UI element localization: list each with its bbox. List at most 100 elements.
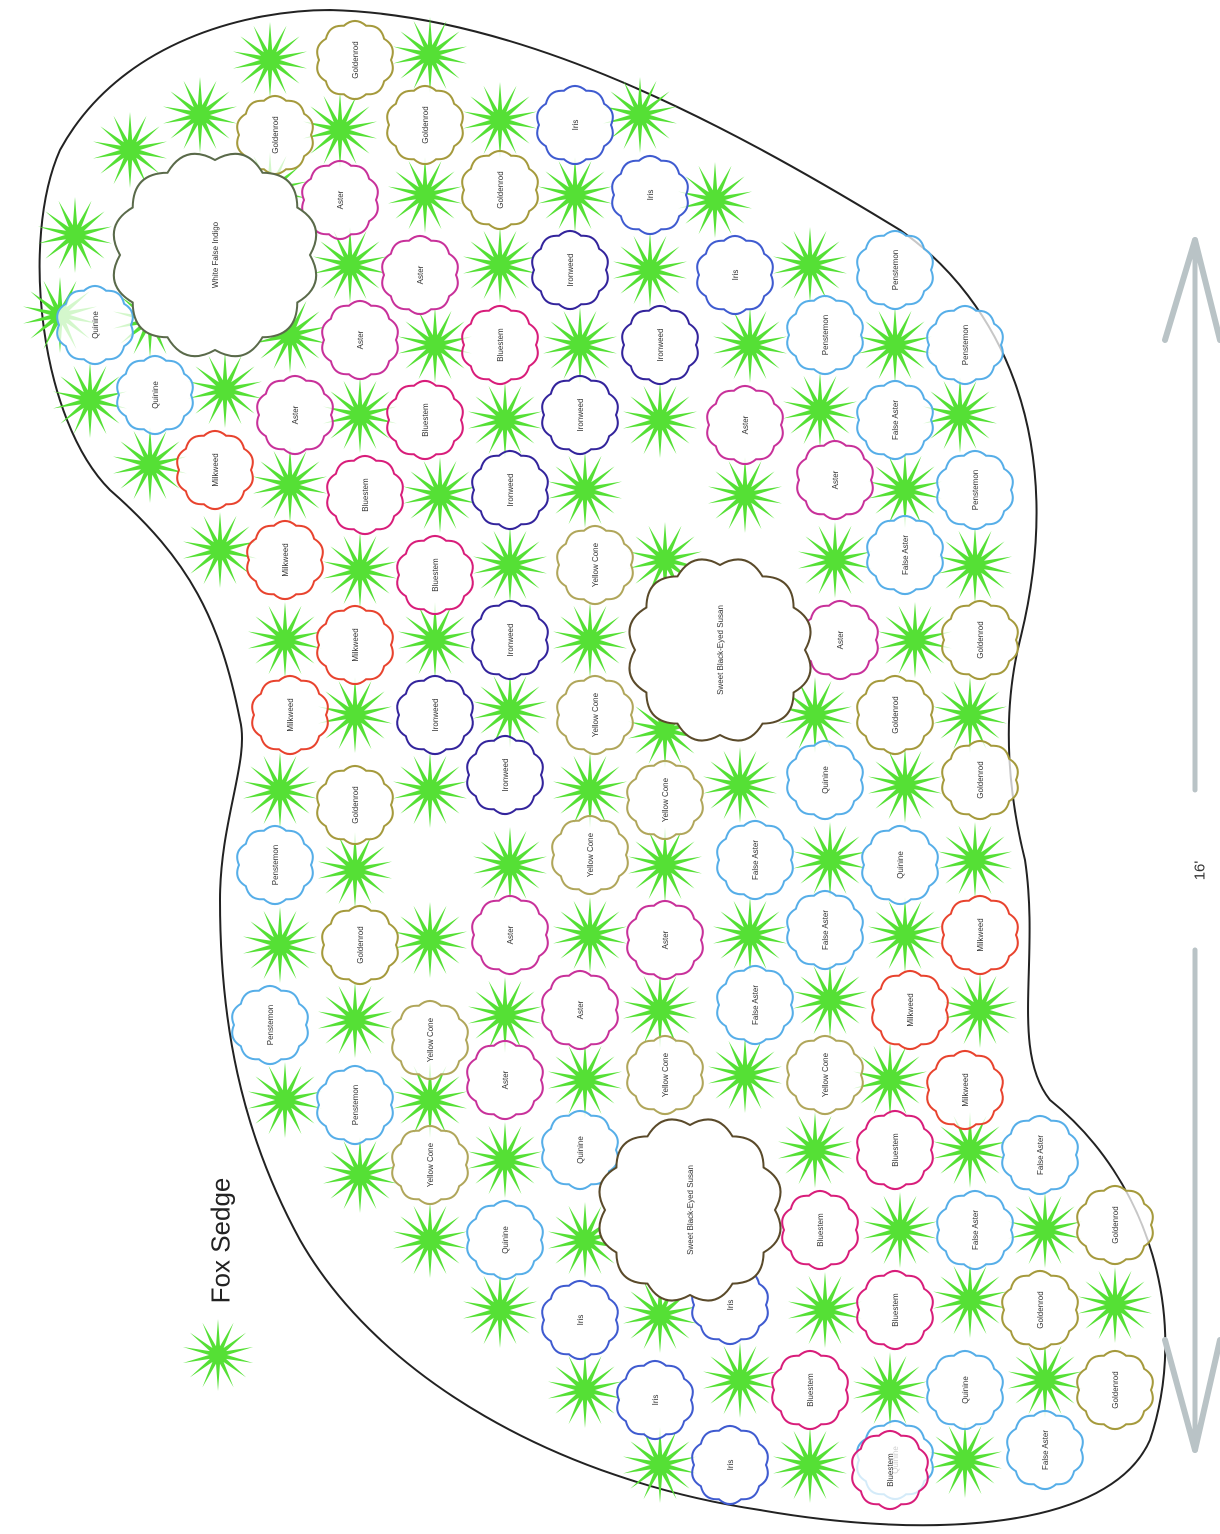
plant-outline [56,284,134,366]
sedge-star-icon [548,1202,622,1278]
plant-label: Milkweed [281,543,290,576]
plant-label: Iris [726,1460,735,1471]
sedge-star-icon [53,362,127,438]
plant-label: Ironweed [506,624,515,657]
sedge-star-icon [393,17,467,93]
sedge-star-icon [713,307,787,383]
plant-outline [551,814,629,896]
plant-label: Penstemon [271,845,280,885]
plant-outline [556,524,634,606]
plant-outline [626,1034,704,1116]
dimension-label: 16' [1180,840,1220,900]
sedge-star-icon [868,747,942,823]
plant-outline [628,558,812,742]
plant-label: Goldenrod [1036,1291,1045,1328]
plant-label: Bluestem [496,328,505,362]
plant-outline [246,519,324,601]
plant-false-aster: False Aster [1001,1114,1079,1196]
plant-label: Aster [661,930,670,949]
dimension-text: 16' [1191,860,1209,880]
plant-iris: Iris [611,154,689,236]
plant-label: Goldenrod [351,41,360,78]
plant-outline [251,674,329,756]
plant-false-aster: False Aster [716,819,794,901]
plant-aster: Aster [541,969,619,1051]
plant-label: Aster [836,630,845,649]
sedge-star-icon [778,1112,852,1188]
plant-goldenrod: Goldenrod [321,904,399,986]
plant-yellow-cone: Yellow Cone [391,1124,469,1206]
plant-penstemon: Penstemon [786,294,864,376]
sedge-star-icon [468,977,542,1053]
plant-outline [626,759,704,841]
plant-outline [471,449,549,531]
sedge-star-icon [473,527,547,603]
plant-milkweed: Milkweed [941,894,1019,976]
plant-label: Aster [291,405,300,424]
plant-sweet-black-eyed-susan: Sweet Black-Eyed Susan [628,558,812,742]
sedge-star-icon [323,532,397,608]
sedge-star-icon [603,77,677,153]
plant-outline [471,894,549,976]
sedge-star-icon [868,452,942,528]
plant-outline [1076,1349,1154,1431]
sedge-star-icon [868,897,942,973]
plant-label: Quinine [576,1136,585,1164]
plant-bluestem: Bluestem [771,1349,849,1431]
sedge-star-icon [398,602,472,678]
sedge-star-icon [623,382,697,458]
sedge-star-icon [393,1062,467,1138]
plant-outline [386,379,464,461]
sedge-star-icon [703,747,777,823]
plant-aster: Aster [466,1039,544,1121]
plant-outline [541,969,619,1051]
plant-outline [691,1424,769,1506]
plant-label: Aster [356,330,365,349]
plant-outline [396,674,474,756]
plant-label: Aster [506,925,515,944]
plant-label: Quinine [821,766,830,794]
plant-penstemon: Penstemon [856,229,934,311]
plant-outline [871,969,949,1051]
plant-outline [466,734,544,816]
plant-label: Sweet Black-Eyed Susan [686,1165,695,1255]
plant-outline [541,374,619,456]
legend-star [182,1319,254,1391]
plant-label: Bluestem [891,1293,900,1327]
plant-milkweed: Milkweed [926,1049,1004,1131]
plant-label: False Aster [751,840,760,880]
plant-outline [716,819,794,901]
plant-label: Iris [571,120,580,131]
plant-ironweed: Ironweed [466,734,544,816]
plant-label: Sweet Black-Eyed Susan [716,605,725,695]
plant-penstemon: Penstemon [926,304,1004,386]
plant-goldenrod: Goldenrod [941,599,1019,681]
sedge-star-icon [798,522,872,598]
plant-yellow-cone: Yellow Cone [626,759,704,841]
sedge-star-icon [773,227,847,303]
sedge-star-icon [393,752,467,828]
plant-yellow-cone: Yellow Cone [786,1034,864,1116]
large-plants-layer: White False Indigo Sweet Black-Eyed Susan… [112,152,812,1302]
plant-aster: Aster [796,439,874,521]
plant-outline [706,384,784,466]
plant-quinine: Quinine [541,1109,619,1191]
plant-penstemon: Penstemon [236,824,314,906]
plant-outline [941,894,1019,976]
plant-outline [256,374,334,456]
sedge-star-icon [248,602,322,678]
plant-iris: Iris [616,1359,694,1441]
plant-yellow-cone: Yellow Cone [391,999,469,1081]
plant-label: Aster [416,265,425,284]
plant-outline [391,999,469,1081]
plant-label: Iris [576,1315,585,1326]
arrow-segment [1162,237,1198,343]
plant-outline [786,889,864,971]
plant-label: Milkweed [286,698,295,731]
plant-outline [936,1189,1014,1271]
plant-penstemon: Penstemon [936,449,1014,531]
sedge-star-icon [243,752,317,828]
sedge-star-icon [773,1427,847,1503]
sedge-star-icon [878,602,952,678]
